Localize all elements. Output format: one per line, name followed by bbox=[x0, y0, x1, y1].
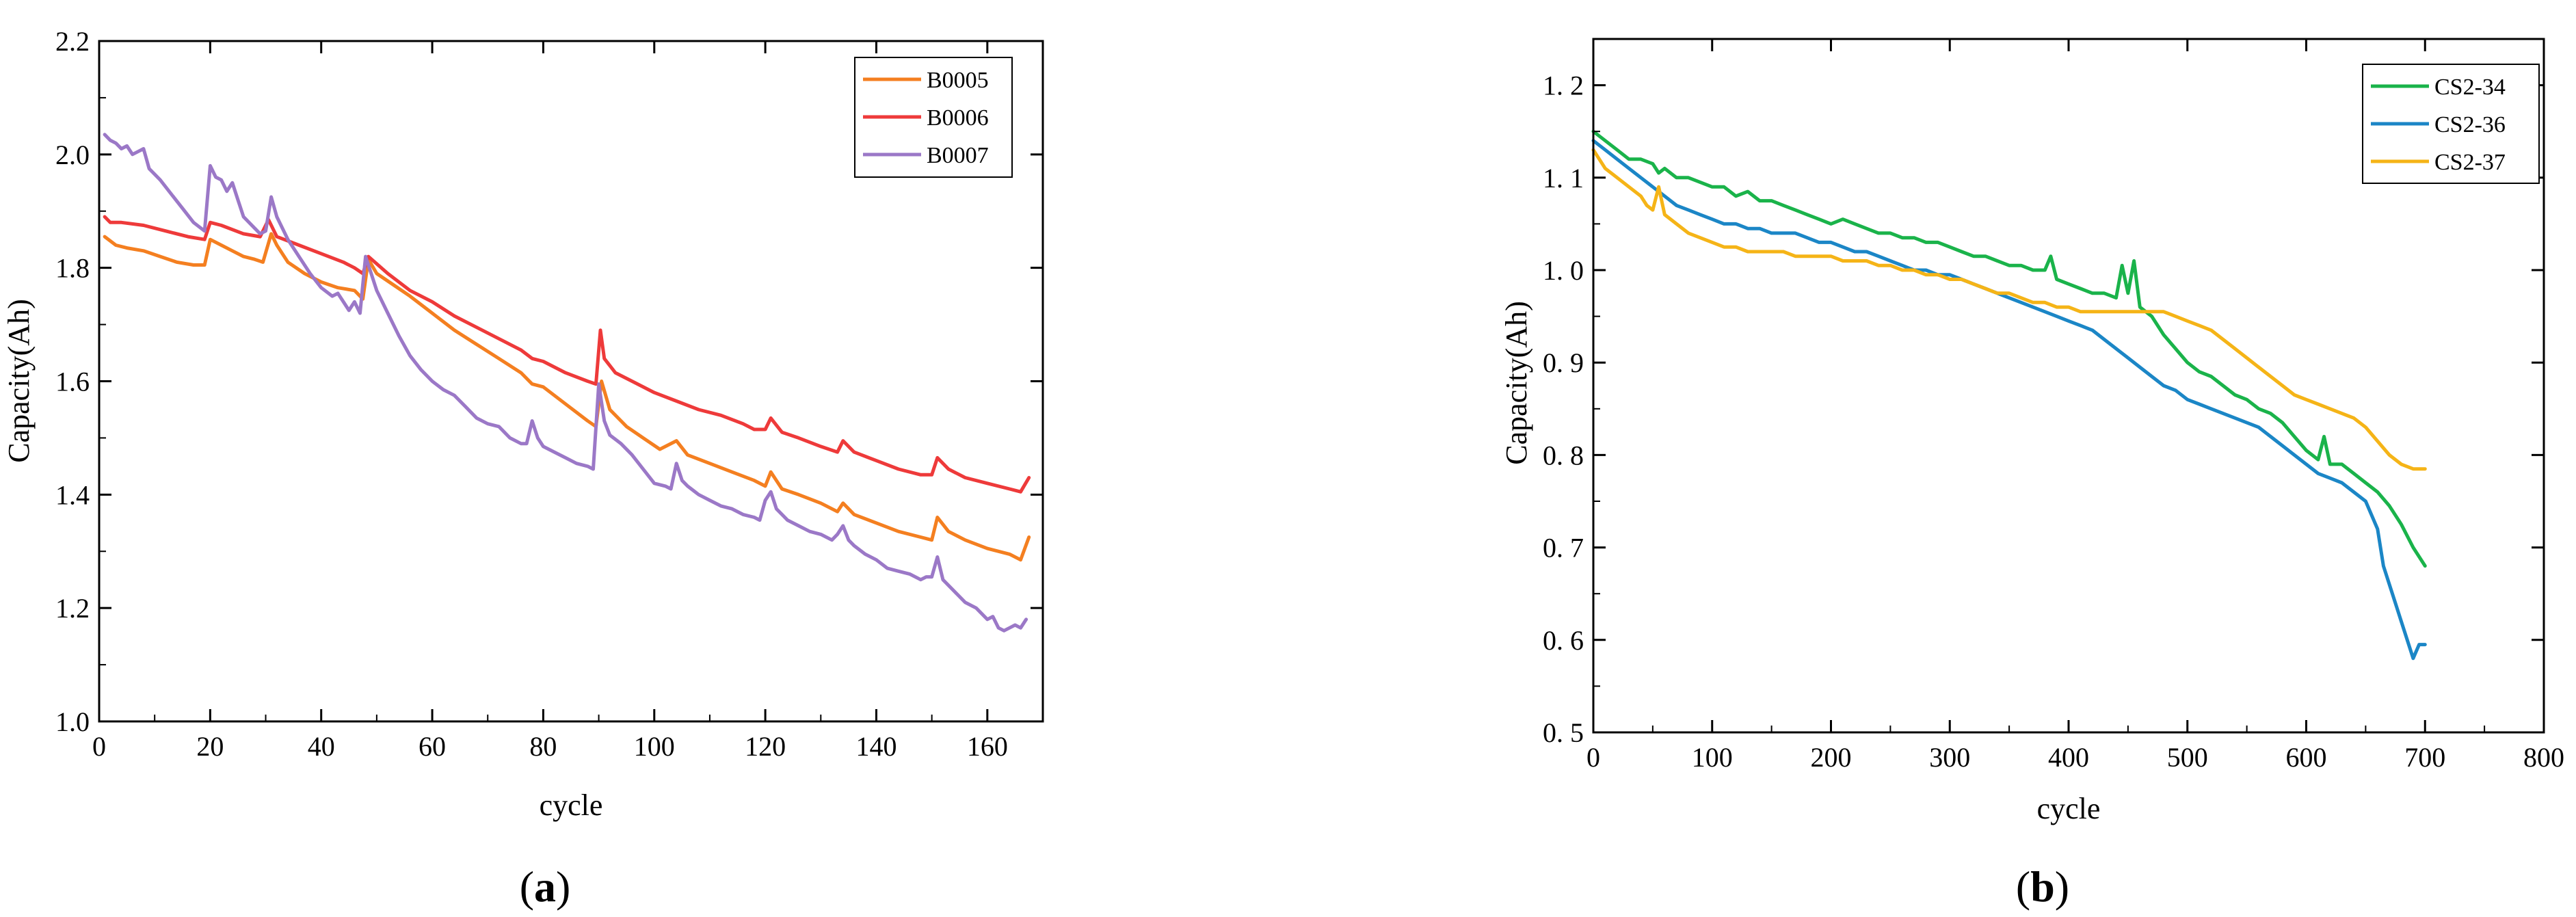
chart-b-y-tick-label: 1. 2 bbox=[1543, 70, 1584, 101]
chart-a-series-b0006 bbox=[103, 215, 1031, 494]
chart-a-x-axis-label: cycle bbox=[540, 788, 603, 822]
chart-a-panel-label-open: ( bbox=[520, 862, 534, 911]
chart-b-y-tick-label: 0. 7 bbox=[1543, 533, 1584, 563]
chart-a-y-tick-label: 1.8 bbox=[55, 253, 90, 284]
chart-b-series-cs2-34 bbox=[1591, 129, 2427, 568]
chart-a-legend-label-b0006: B0006 bbox=[927, 105, 989, 131]
chart-a-ticks-layer: 0 20 40 60 80 100 120 140 160 1.0 1.2 1.4 1.6 1.8 2.0 2… bbox=[55, 26, 1043, 762]
chart-a-x-tick-label: 160 bbox=[967, 731, 1008, 762]
chart-a-legend: B0005 B0006 B0007 bbox=[854, 57, 1013, 178]
chart-a-y-tick-label: 1.0 bbox=[55, 706, 90, 737]
chart-b-series-cs2-37 bbox=[1591, 148, 2427, 471]
chart-b-y-tick-label: 1. 1 bbox=[1543, 163, 1584, 194]
chart-a-series-b0007 bbox=[103, 133, 1028, 633]
chart-b-x-tick-label: 0 bbox=[1586, 742, 1600, 773]
chart-a-x-tick-label: 80 bbox=[529, 731, 557, 762]
chart-a-x-tick-label: 0 bbox=[92, 731, 106, 762]
chart-a-x-tick-label: 60 bbox=[419, 731, 446, 762]
chart-b-legend: CS2-34 CS2-36 CS2-37 bbox=[2362, 64, 2540, 184]
chart-b-x-tick-label: 500 bbox=[2167, 742, 2208, 773]
chart-a-x-tick-label: 140 bbox=[855, 731, 897, 762]
chart-b-series-cs2-36 bbox=[1591, 139, 2427, 661]
chart-a-y-tick-label: 1.4 bbox=[55, 479, 90, 510]
chart-b-y-axis-label: Capacity(Ah) bbox=[1500, 301, 1533, 464]
chart-b-legend-label-cs2-36: CS2-36 bbox=[2434, 112, 2506, 137]
chart-a-panel-label-letter: a bbox=[534, 862, 556, 911]
chart-a-x-tick-label: 40 bbox=[308, 731, 335, 762]
chart-b-panel-label-close: ) bbox=[2055, 862, 2069, 911]
chart-b-panel-label: (b) bbox=[2016, 862, 2069, 911]
chart-a-y-axis-label: Capacity(Ah) bbox=[2, 299, 36, 462]
chart-b-x-tick-label: 800 bbox=[2523, 742, 2564, 773]
chart-b-legend-rows: CS2-34 CS2-36 CS2-37 bbox=[2371, 75, 2506, 175]
chart-a-x-tick-label: 100 bbox=[634, 731, 675, 762]
chart-b-x-tick-label: 600 bbox=[2286, 742, 2327, 773]
chart-b-x-tick-label: 400 bbox=[2048, 742, 2089, 773]
chart-b-x-tick-label: 200 bbox=[1811, 742, 1852, 773]
chart-b-x-tick-label: 700 bbox=[2404, 742, 2445, 773]
chart-a-panel-label-close: ) bbox=[556, 862, 570, 911]
chart-b-panel-label-open: ( bbox=[2016, 862, 2030, 911]
chart-b-y-tick-label: 0. 9 bbox=[1543, 347, 1584, 378]
chart-b: 0 100 200 300 400 500 600 700 800 0. 5 0. 6 0. 7 0. … bbox=[1500, 38, 2564, 911]
chart-a-y-tick-label: 1.2 bbox=[55, 593, 90, 624]
chart-a-y-tick-label: 1.6 bbox=[55, 367, 90, 397]
chart-a-y-tick-label: 2.0 bbox=[55, 139, 90, 170]
chart-b-panel-label-letter: b bbox=[2030, 862, 2055, 911]
chart-b-x-tick-label: 100 bbox=[1692, 742, 1733, 773]
chart-a-legend-label-b0007: B0007 bbox=[927, 143, 989, 168]
chart-b-y-tick-label: 0. 8 bbox=[1543, 440, 1584, 470]
chart-b-y-tick-label: 0. 6 bbox=[1543, 625, 1584, 656]
chart-b-x-tick-label: 300 bbox=[1929, 742, 1970, 773]
chart-b-series-layer bbox=[1591, 129, 2427, 661]
chart-b-y-tick-label: 0. 5 bbox=[1543, 717, 1584, 748]
chart-a-legend-label-b0005: B0005 bbox=[927, 68, 989, 93]
chart-b-y-tick-label: 1. 0 bbox=[1543, 255, 1584, 286]
chart-b-legend-label-cs2-37: CS2-37 bbox=[2434, 150, 2506, 175]
chart-b-ticks-layer: 0 100 200 300 400 500 600 700 800 0. 5 0. 6 0. 7 0. … bbox=[1543, 39, 2564, 773]
chart-a-series-layer bbox=[103, 133, 1031, 633]
chart-b-legend-label-cs2-34: CS2-34 bbox=[2434, 75, 2506, 100]
chart-a-series-b0005 bbox=[103, 232, 1031, 562]
chart-a-x-tick-label: 120 bbox=[745, 731, 786, 762]
chart-b-x-axis-label: cycle bbox=[2037, 792, 2101, 825]
chart-a-y-tick-label: 2.2 bbox=[55, 26, 90, 57]
chart-a: 0 20 40 60 80 100 120 140 160 1.0 1.2 1.4 1.6 1.8 2.0 2… bbox=[2, 26, 1044, 911]
chart-a-legend-rows: B0005 B0006 B0007 bbox=[863, 68, 989, 168]
chart-a-panel-label: (a) bbox=[520, 862, 571, 911]
chart-a-x-tick-label: 20 bbox=[196, 731, 224, 762]
